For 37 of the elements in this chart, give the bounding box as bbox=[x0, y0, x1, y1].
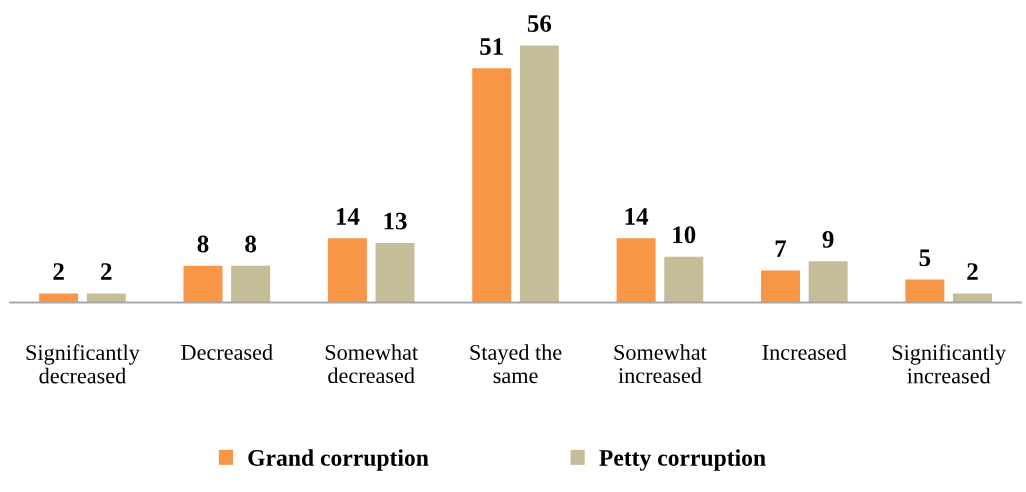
legend-label: Grand corruption bbox=[248, 449, 429, 471]
data-label: 14 bbox=[336, 208, 360, 225]
bar bbox=[472, 68, 512, 303]
bar bbox=[231, 265, 271, 303]
bar bbox=[664, 256, 704, 303]
x-tick-label: Significantly decreased bbox=[26, 344, 140, 384]
data-label: 10 bbox=[673, 226, 696, 244]
bar bbox=[761, 270, 800, 303]
data-label: 2 bbox=[53, 263, 64, 280]
bar bbox=[519, 45, 559, 303]
data-label: 8 bbox=[197, 235, 209, 253]
data-label: 56 bbox=[527, 15, 552, 32]
bar bbox=[616, 238, 656, 303]
bar bbox=[808, 261, 848, 303]
bar bbox=[375, 242, 415, 303]
data-label: 8 bbox=[245, 235, 257, 253]
bar bbox=[327, 238, 367, 303]
data-label: 14 bbox=[625, 208, 649, 225]
x-tick-label: Significantly increased bbox=[892, 344, 1006, 384]
x-tick-label: Stayed the same bbox=[470, 344, 562, 384]
bar bbox=[183, 265, 223, 303]
x-tick-label: Decreased bbox=[181, 344, 273, 360]
data-label: 7 bbox=[775, 240, 787, 257]
x-tick-label: Increased bbox=[762, 344, 847, 360]
data-label: 51 bbox=[480, 38, 503, 55]
data-label: 2 bbox=[967, 263, 978, 280]
x-tick-label: Somewhat increased bbox=[614, 344, 707, 384]
data-label: 9 bbox=[822, 231, 834, 248]
bar bbox=[86, 293, 126, 303]
legend-label: Petty corruption bbox=[599, 449, 766, 471]
x-tick-label: Somewhat decreased bbox=[325, 344, 418, 384]
bar bbox=[905, 279, 945, 303]
data-label: 5 bbox=[919, 249, 931, 267]
bar bbox=[39, 293, 79, 303]
data-label: 2 bbox=[101, 263, 112, 280]
data-label: 13 bbox=[384, 212, 407, 230]
bar bbox=[953, 293, 992, 303]
